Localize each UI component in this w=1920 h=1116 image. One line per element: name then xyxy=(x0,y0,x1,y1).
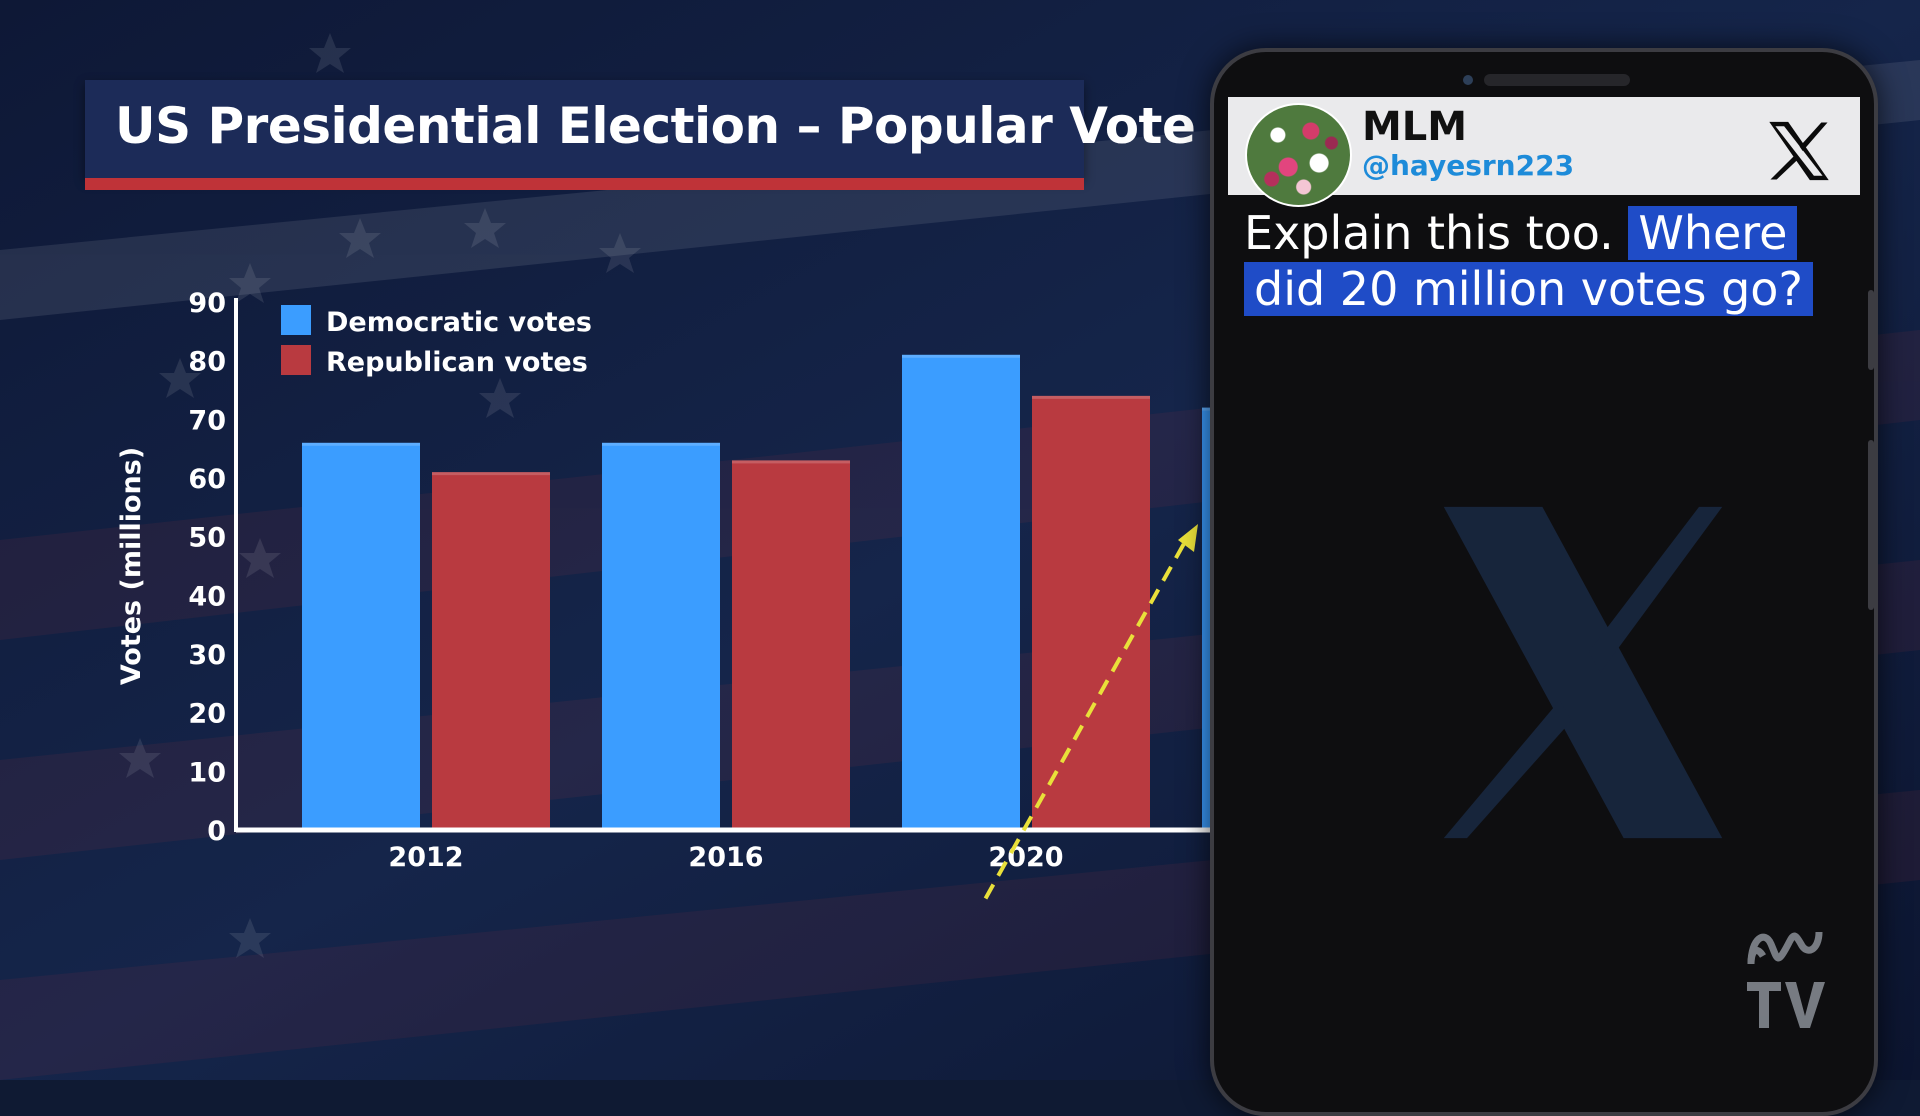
bar-highlight xyxy=(732,460,850,464)
tweet-line-2: did 20 million votes go? xyxy=(1244,261,1813,317)
bar-highlight xyxy=(1032,395,1150,399)
y-tick-label-60: 60 xyxy=(188,464,226,495)
phone-volume-button xyxy=(1868,290,1874,370)
tweet-author-handle[interactable]: @hayesrn223 xyxy=(1362,149,1575,182)
avatar[interactable] xyxy=(1245,103,1352,207)
y-axis-label: Votes (millions) xyxy=(116,447,147,685)
bar-republican-2012 xyxy=(432,472,550,830)
tweet-text-highlight-1: Where xyxy=(1628,206,1798,260)
y-tick-label-40: 40 xyxy=(188,581,226,612)
x-watermark-icon xyxy=(1443,506,1723,839)
bar-democratic-2016 xyxy=(602,442,720,830)
bar-highlight xyxy=(432,472,550,476)
title-stripe xyxy=(85,178,1084,190)
bar-highlight xyxy=(602,442,720,446)
tweet-text-highlight-2: did 20 million votes go? xyxy=(1244,262,1813,316)
y-tick-label-70: 70 xyxy=(188,405,226,436)
tweet-text-plain: Explain this too. xyxy=(1244,206,1614,260)
phone-speaker xyxy=(1484,74,1630,86)
legend-swatch-republican xyxy=(281,345,311,375)
tweet-text: Explain this too. Where did 20 million v… xyxy=(1244,205,1813,317)
abc-tv-logo xyxy=(1747,931,1825,1028)
y-tick-label-50: 50 xyxy=(188,523,226,554)
y-tick-label-0: 0 xyxy=(207,816,226,847)
bar-democratic-2020 xyxy=(902,354,1020,830)
phone-camera xyxy=(1463,75,1473,85)
tweet-author-name[interactable]: MLM xyxy=(1362,104,1468,150)
chart-title-box: US Presidential Election – Popular Vote xyxy=(85,80,1196,190)
bar-democratic-2012 xyxy=(302,442,420,830)
legend-swatch-democratic xyxy=(281,305,311,335)
legend-label-republican: Republican votes xyxy=(326,347,588,378)
bar-republican-2020 xyxy=(1032,395,1150,830)
bar-highlight xyxy=(902,354,1020,358)
y-tick-label-30: 30 xyxy=(188,640,226,671)
bar-republican-2016 xyxy=(732,460,850,830)
phone-side-button xyxy=(1868,440,1874,610)
y-tick-label-10: 10 xyxy=(188,757,226,788)
bar-highlight xyxy=(302,442,420,446)
annotation-arrow-head xyxy=(1178,524,1198,552)
x-tick-label-2012: 2012 xyxy=(388,842,463,873)
x-logo-icon[interactable] xyxy=(1768,120,1830,182)
y-tick-label-80: 80 xyxy=(188,347,226,378)
chart-title: US Presidential Election – Popular Vote xyxy=(115,97,1196,155)
legend-label-democratic: Democratic votes xyxy=(326,307,592,338)
x-tick-label-2020: 2020 xyxy=(988,842,1063,873)
x-tick-label-2016: 2016 xyxy=(688,842,763,873)
tweet-line-1: Explain this too. Where xyxy=(1244,205,1798,261)
y-tick-label-20: 20 xyxy=(188,699,226,730)
y-tick-label-90: 90 xyxy=(188,288,226,319)
